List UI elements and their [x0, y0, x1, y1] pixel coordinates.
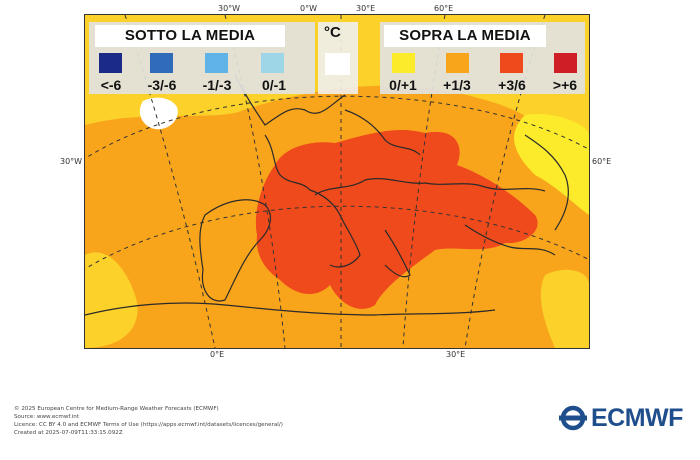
- unit-label: °C: [324, 24, 341, 41]
- anomaly-map: [84, 14, 590, 349]
- legend-swatch-below-4: [261, 53, 284, 73]
- ecmwf-logo-icon: [559, 405, 587, 431]
- legend-swatch-below-3: [205, 53, 228, 73]
- legend-below-average: SOTTO LA MEDIA <-6 -3/-6 -1/-3 0/-1: [89, 22, 315, 94]
- longitude-label-30e-top: 30°E: [356, 4, 376, 13]
- coastlines: [85, 74, 569, 316]
- anomaly-band-3-6: [255, 130, 538, 309]
- ecmwf-logo-text: ECMWF: [591, 404, 683, 432]
- legend-label-above-1: 0/+1: [389, 77, 417, 93]
- longitude-label-0-bottom: 0°E: [210, 350, 225, 359]
- legend-swatch-neutral: [325, 53, 350, 75]
- legend-label-below-1: <-6: [100, 77, 122, 93]
- anomaly-patch-0-1-sw: [85, 252, 138, 348]
- legend-swatch-above-1: [392, 53, 415, 73]
- legend-below-title: SOTTO LA MEDIA: [95, 25, 285, 47]
- legend-label-above-2: +1/3: [443, 77, 471, 93]
- legend-unit: °C: [318, 22, 358, 94]
- legend-label-above-3: +3/6: [498, 77, 526, 93]
- longitude-label-30e-bottom: 30°E: [446, 350, 466, 359]
- legend-label-below-3: -1/-3: [202, 77, 232, 93]
- footer-copyright: © 2025 European Centre for Medium-Range …: [14, 406, 219, 412]
- legend-label-above-4: >+6: [552, 77, 578, 93]
- anomaly-map-canvas: [85, 15, 589, 348]
- legend-above-title: SOPRA LA MEDIA: [384, 25, 546, 47]
- legend-label-below-2: -3/-6: [147, 77, 177, 93]
- legend-swatch-above-3: [500, 53, 523, 73]
- footer-licence: Licence: CC BY 4.0 and ECMWF Terms of Us…: [14, 422, 283, 428]
- longitude-label-30w-top: 30°W: [218, 4, 241, 13]
- latitude-label-right: 60°E: [592, 157, 612, 166]
- legend-swatch-below-2: [150, 53, 173, 73]
- anomaly-patch-0-1-se: [540, 269, 589, 348]
- legend-swatch-below-1: [99, 53, 122, 73]
- anomaly-patch-3-6-east: [443, 193, 498, 241]
- legend-swatch-above-4: [554, 53, 577, 73]
- anomaly-patch-neutral: [139, 97, 178, 130]
- legend-label-below-4: 0/-1: [261, 77, 287, 93]
- longitude-label-0-top: 0°W: [300, 4, 317, 13]
- legend-swatch-above-2: [446, 53, 469, 73]
- footer-created: Created at 2025-07-09T11:33:15.092Z: [14, 430, 123, 436]
- anomaly-patch-0-1-east: [514, 114, 589, 215]
- footer-source: Source: www.ecmwf.int: [14, 414, 80, 420]
- longitude-label-60e-top: 60°E: [434, 4, 454, 13]
- latitude-label-left: 30°W: [60, 157, 83, 166]
- legend-above-average: SOPRA LA MEDIA 0/+1 +1/3 +3/6 >+6: [380, 22, 585, 94]
